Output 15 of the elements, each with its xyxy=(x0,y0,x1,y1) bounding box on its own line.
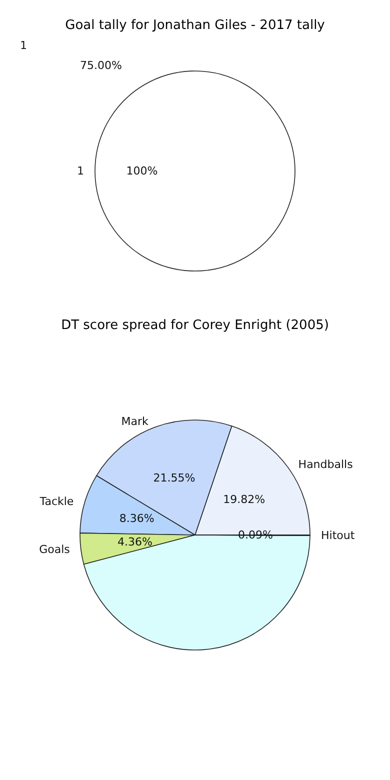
chart-title: Goal tally for Jonathan Giles - 2017 tally xyxy=(65,18,326,33)
data-label: 4.36% xyxy=(117,536,152,549)
slice-label: Handballs xyxy=(298,458,354,471)
data-label: 100% xyxy=(126,164,158,178)
slice-label: Goals xyxy=(39,542,70,556)
slice-label: Mark xyxy=(121,414,149,428)
text: 1 xyxy=(20,39,27,52)
chart-title: DT score spread for Corey Enright (2005) xyxy=(61,318,329,333)
slice-label: Tackle xyxy=(38,495,74,508)
data-label: 21.55% xyxy=(153,472,196,485)
slice-label: 1 xyxy=(77,164,84,178)
data-label: 8.36% xyxy=(119,512,154,525)
slice-label: Hitout xyxy=(321,528,356,542)
text: 75.00% xyxy=(80,59,122,72)
data-label: 19.82% xyxy=(223,493,266,506)
